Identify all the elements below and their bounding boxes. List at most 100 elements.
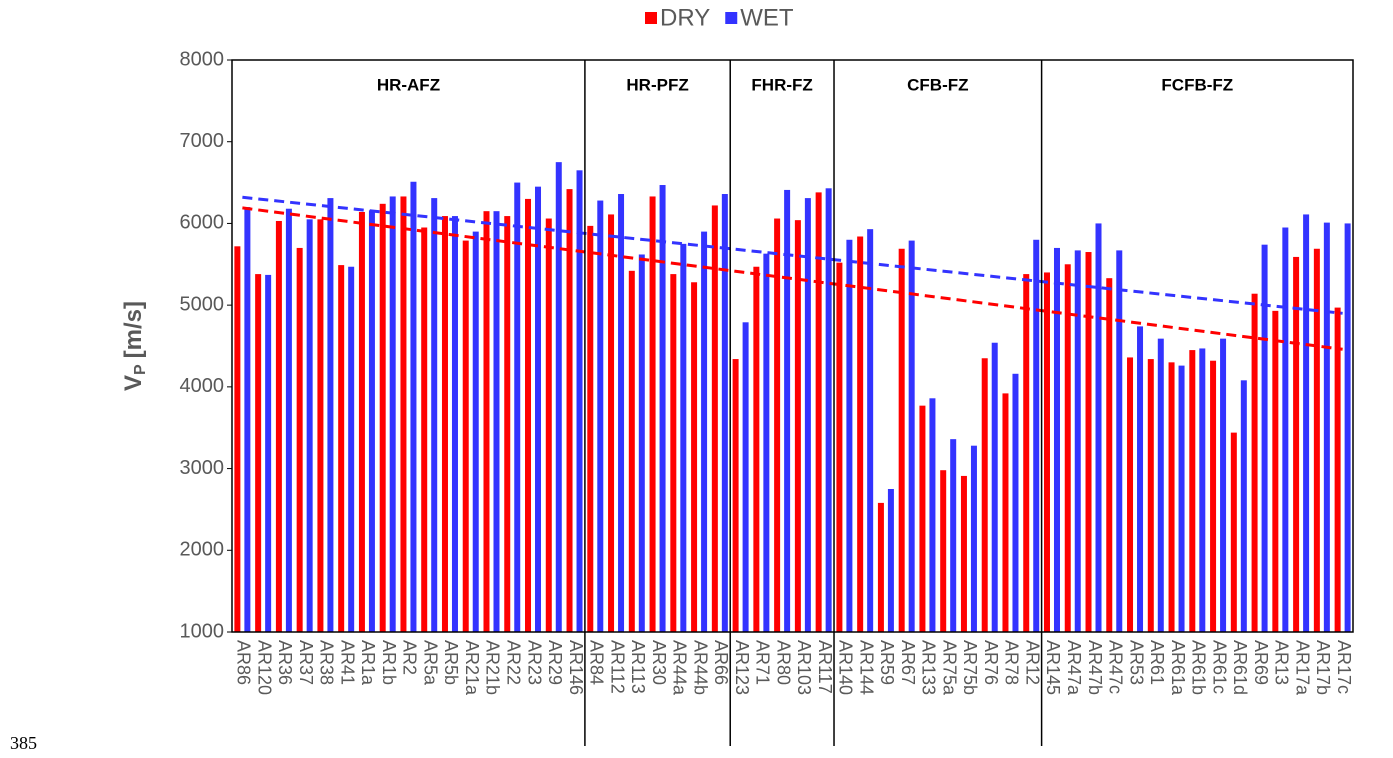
x-tick-label: AR78 — [1002, 640, 1022, 685]
bar — [981, 358, 988, 632]
bar — [348, 266, 355, 632]
bar — [1230, 432, 1237, 632]
bar — [742, 322, 749, 632]
bar — [244, 207, 251, 633]
bar — [877, 502, 884, 632]
y-label-unit: [m/s] — [120, 301, 147, 358]
x-tick-label: AR112 — [607, 640, 627, 694]
bar — [804, 198, 811, 632]
x-tick-label: AR133 — [919, 640, 939, 695]
bar — [1240, 380, 1247, 632]
bar — [857, 236, 864, 632]
trend-line — [242, 206, 1343, 351]
bar — [960, 475, 967, 632]
bar — [1282, 227, 1289, 632]
bar — [1220, 338, 1227, 632]
y-tick-label: 8000 — [180, 48, 225, 70]
bar — [338, 265, 345, 632]
legend-label: DRY — [660, 4, 710, 31]
bar — [711, 205, 718, 633]
bar — [1074, 250, 1081, 632]
y-tick-label: 2000 — [180, 539, 225, 561]
y-label-subscript: P — [132, 364, 149, 375]
bar — [1116, 250, 1123, 632]
group-label: HR-PFZ — [626, 75, 688, 94]
x-tick-label: AR44a — [670, 640, 690, 696]
y-axis-label: VP [m/s] — [120, 301, 149, 391]
x-tick-label: AR36 — [275, 640, 295, 685]
x-tick-label: AR47a — [1064, 640, 1084, 696]
legend-swatch — [645, 12, 657, 24]
x-tick-label: AR145 — [1043, 640, 1063, 695]
x-tick-label: AR21b — [483, 640, 503, 695]
bar — [1106, 278, 1113, 632]
bar — [1189, 350, 1196, 632]
bar — [815, 192, 822, 632]
bar — [1210, 360, 1217, 632]
bar — [285, 208, 292, 632]
x-tick-label: AR144 — [856, 640, 876, 695]
bar — [587, 225, 594, 632]
group-label: FCFB-FZ — [1161, 75, 1233, 94]
bar — [275, 220, 282, 632]
bar — [1053, 247, 1060, 632]
x-tick-label: AR1b — [379, 640, 399, 685]
bar — [400, 196, 407, 632]
bar — [1147, 359, 1154, 632]
bar — [597, 200, 604, 632]
bar — [545, 218, 552, 633]
x-tick-label: AR53 — [1126, 640, 1146, 685]
bar — [867, 229, 874, 633]
y-label-symbol: V — [120, 375, 147, 391]
x-tick-label: AR120 — [254, 640, 274, 695]
bar — [929, 398, 936, 632]
x-tick-label: AR47b — [1085, 640, 1105, 695]
x-tick-label: AR80 — [773, 640, 793, 685]
bar — [1033, 239, 1040, 632]
group-label: CFB-FZ — [907, 75, 968, 94]
x-tick-label: AR44b — [690, 640, 710, 695]
bar — [431, 198, 438, 632]
x-tick-label: AR38 — [317, 640, 337, 685]
bar — [608, 214, 615, 632]
x-tick-label: AR67 — [898, 640, 918, 685]
bar — [389, 196, 396, 632]
bar — [1137, 326, 1144, 632]
bar — [1323, 222, 1330, 632]
bar — [566, 189, 573, 632]
bar — [265, 274, 272, 632]
bar — [576, 170, 583, 633]
bar — [421, 227, 428, 632]
x-tick-label: AR61 — [1147, 640, 1167, 685]
x-tick-label: AR12 — [1022, 640, 1042, 685]
bar — [1085, 252, 1092, 632]
y-tick-label: 7000 — [180, 130, 225, 152]
x-tick-label: AR37 — [296, 640, 316, 685]
x-tick-label: AR69 — [1251, 640, 1271, 685]
bar — [836, 262, 843, 632]
x-tick-label: AR61a — [1168, 640, 1188, 696]
x-tick-label: AR5b — [441, 640, 461, 685]
bar — [721, 194, 728, 633]
x-tick-label: AR22 — [504, 640, 524, 685]
bar — [1344, 223, 1351, 632]
bar — [940, 470, 947, 632]
page-number: 385 — [10, 733, 37, 753]
bar — [410, 181, 417, 633]
bar — [1023, 274, 1030, 632]
x-tick-label: AR21a — [462, 640, 482, 696]
bar — [763, 253, 770, 633]
group-label: FHR-FZ — [751, 75, 812, 94]
bar — [535, 186, 542, 632]
x-tick-label: AR5a — [420, 640, 440, 686]
bar — [887, 489, 894, 632]
bar — [493, 211, 500, 632]
bar — [255, 274, 262, 632]
bar — [919, 405, 926, 632]
bar — [451, 216, 458, 632]
legend-swatch — [725, 12, 738, 24]
x-tick-label: AR103 — [794, 640, 814, 695]
bar — [317, 219, 324, 633]
bar — [732, 359, 739, 632]
bar — [514, 182, 521, 633]
